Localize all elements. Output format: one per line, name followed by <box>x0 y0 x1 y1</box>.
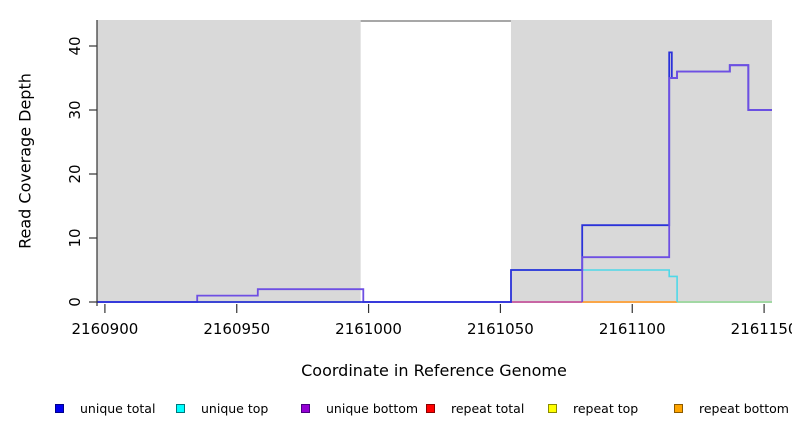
legend-label: repeat top <box>573 400 639 416</box>
x-tick-label: 2160900 <box>71 320 139 338</box>
legend-label: repeat total <box>451 400 525 416</box>
legend-swatch-icon <box>301 403 310 413</box>
x-tick-label: 2161100 <box>598 320 666 338</box>
legend-item-unique-bottom: unique bottom <box>301 400 419 416</box>
legend-swatch-icon <box>55 403 64 413</box>
series-line-unique-bottom <box>581 64 772 302</box>
legend-item-unique-top: unique top <box>176 400 269 416</box>
legend-item-unique-total: unique total <box>55 400 156 416</box>
legend-swatch-icon <box>674 403 683 413</box>
legend-label: unique top <box>201 400 269 416</box>
shaded-region <box>97 20 361 303</box>
x-tick-label: 2161150 <box>730 320 792 338</box>
series-line-unique-bottom <box>97 288 583 303</box>
legend-swatch-icon <box>176 403 185 413</box>
x-tick-label: 2161050 <box>467 320 534 338</box>
legend-swatch-icon <box>548 403 557 413</box>
shaded-region <box>510 20 772 303</box>
series-line-unique-top <box>511 269 678 302</box>
legend-label: unique total <box>80 400 156 416</box>
legend-item-repeat-total: repeat total <box>426 400 525 416</box>
legend-item-repeat-bottom: repeat bottom <box>674 400 789 416</box>
x-tick-label: 2160950 <box>203 320 271 338</box>
legend-label: unique bottom <box>326 400 419 416</box>
legend-item-repeat-top: repeat top <box>548 400 639 416</box>
x-axis-title: Coordinate in Reference Genome <box>301 361 567 380</box>
legend-label: repeat bottom <box>699 400 789 416</box>
legend-swatch-icon <box>426 403 435 413</box>
x-tick-label: 2161000 <box>335 320 402 338</box>
